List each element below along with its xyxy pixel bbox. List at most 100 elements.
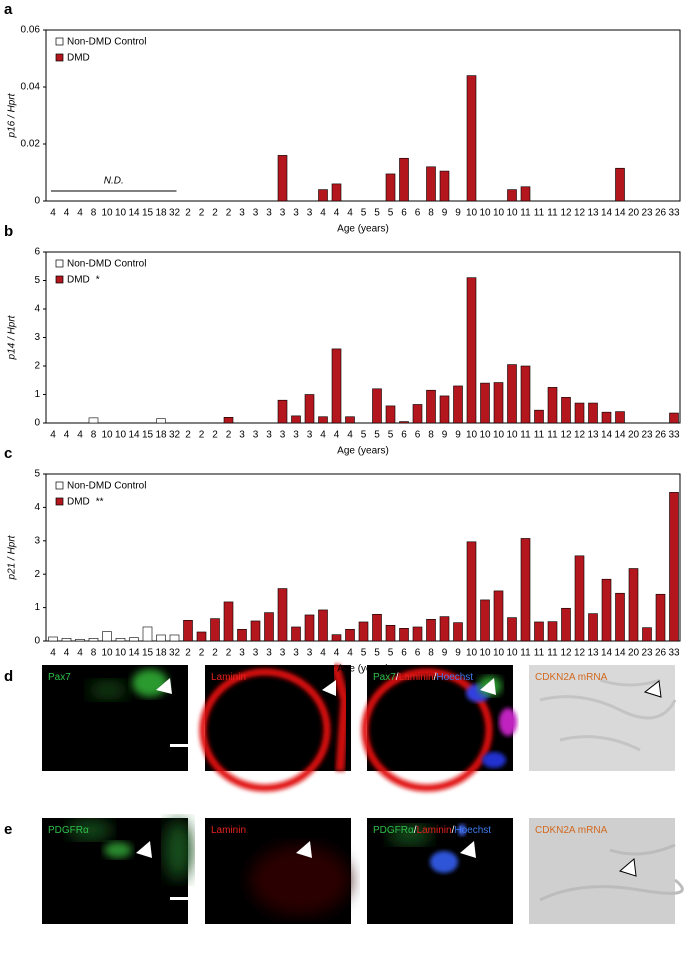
bar xyxy=(385,173,396,202)
x-tick-label: 10 xyxy=(101,648,113,659)
micrograph xyxy=(205,818,351,924)
bar xyxy=(507,617,517,642)
legend-swatch xyxy=(55,53,64,62)
bar xyxy=(439,170,450,202)
y-tick-label: 4 xyxy=(34,502,40,513)
bar xyxy=(547,621,558,642)
bar xyxy=(561,607,571,642)
bar xyxy=(520,538,531,642)
x-tick-label: 18 xyxy=(155,208,167,219)
bar xyxy=(574,402,585,424)
x-tick-label: 11 xyxy=(534,430,545,441)
x-tick-label: 10 xyxy=(115,430,127,441)
x-tick-label: 5 xyxy=(374,208,380,219)
x-tick-label: 4 xyxy=(77,208,83,219)
bar xyxy=(48,636,58,642)
bar xyxy=(331,183,342,202)
bar xyxy=(156,418,166,424)
x-tick-label: 4 xyxy=(77,648,83,659)
micrograph xyxy=(529,818,684,924)
x-tick-label: 5 xyxy=(374,648,380,659)
x-tick-label: 3 xyxy=(307,648,313,659)
x-tick-label: 4 xyxy=(334,648,340,659)
x-tick-label: 3 xyxy=(253,430,259,441)
bar xyxy=(615,411,625,424)
x-tick-label: 3 xyxy=(280,208,286,219)
x-tick-label: 5 xyxy=(388,648,394,659)
x-tick-label: 12 xyxy=(574,430,586,441)
bar xyxy=(534,621,544,642)
bar xyxy=(88,638,99,642)
significance-mark: ** xyxy=(96,497,104,508)
x-tick-label: 4 xyxy=(64,648,70,659)
bar xyxy=(493,590,504,642)
bar xyxy=(480,599,490,642)
x-tick-label: 4 xyxy=(64,208,70,219)
x-tick-label: 15 xyxy=(142,430,154,441)
image-caption: PDGFRα xyxy=(48,825,89,836)
x-tick-label: 4 xyxy=(320,648,326,659)
panel-label: e xyxy=(4,821,12,838)
y-axis-label: p21 / Hprt xyxy=(7,534,18,580)
x-tick-label: 18 xyxy=(155,648,167,659)
bar xyxy=(507,189,517,202)
y-tick-label: 0 xyxy=(34,418,40,429)
bar xyxy=(588,402,598,424)
y-tick-label: 0 xyxy=(34,196,40,207)
x-tick-label: 26 xyxy=(655,208,667,219)
caption-part: / xyxy=(452,825,455,836)
legend-swatch xyxy=(55,497,64,506)
y-tick-label: 0 xyxy=(34,636,40,647)
bar xyxy=(466,277,477,424)
bar xyxy=(358,621,369,642)
y-tick-label: 5 xyxy=(34,275,40,286)
bar xyxy=(628,568,639,642)
x-tick-label: 5 xyxy=(388,208,394,219)
bar xyxy=(142,626,153,642)
legend-label: Non-DMD Control xyxy=(67,37,146,48)
x-tick-label: 8 xyxy=(428,208,434,219)
caption-part: / xyxy=(434,672,437,683)
bar xyxy=(601,411,612,424)
x-tick-label: 12 xyxy=(560,648,572,659)
bar xyxy=(655,593,666,642)
bar xyxy=(129,637,139,642)
x-tick-label: 14 xyxy=(128,208,140,219)
x-tick-label: 20 xyxy=(628,430,640,441)
x-tick-label: 10 xyxy=(115,648,127,659)
x-tick-label: 10 xyxy=(466,430,478,441)
x-tick-label: 33 xyxy=(668,208,680,219)
x-tick-label: 3 xyxy=(266,648,272,659)
x-tick-label: 3 xyxy=(266,430,272,441)
image-caption: PDGFRα/Laminin/Hoechst xyxy=(373,825,491,836)
bar xyxy=(291,415,301,424)
x-tick-label: 2 xyxy=(185,648,191,659)
y-tick-label: 0.02 xyxy=(21,139,41,150)
y-tick-label: 0.06 xyxy=(21,25,41,36)
x-tick-label: 10 xyxy=(115,208,127,219)
x-tick-label: 2 xyxy=(212,208,218,219)
caption-part: Laminin xyxy=(211,672,246,683)
x-tick-label: 2 xyxy=(199,208,205,219)
x-tick-label: 4 xyxy=(334,208,340,219)
bar xyxy=(304,614,315,642)
image-caption: Pax7 xyxy=(48,672,71,683)
x-tick-label: 5 xyxy=(361,430,367,441)
legend-label: DMD xyxy=(67,275,90,286)
significance-mark: * xyxy=(96,275,100,286)
x-tick-label: 13 xyxy=(587,430,599,441)
bar xyxy=(210,618,220,642)
x-tick-label: 9 xyxy=(442,430,448,441)
bar xyxy=(61,638,72,642)
x-tick-label: 6 xyxy=(415,430,421,441)
x-tick-label: 33 xyxy=(668,648,680,659)
x-tick-label: 3 xyxy=(280,648,286,659)
bar xyxy=(345,629,355,642)
x-tick-label: 4 xyxy=(320,430,326,441)
bar xyxy=(520,365,531,424)
x-tick-label: 5 xyxy=(374,430,380,441)
bar xyxy=(331,634,342,642)
x-tick-label: 32 xyxy=(169,430,181,441)
bar xyxy=(372,613,382,642)
